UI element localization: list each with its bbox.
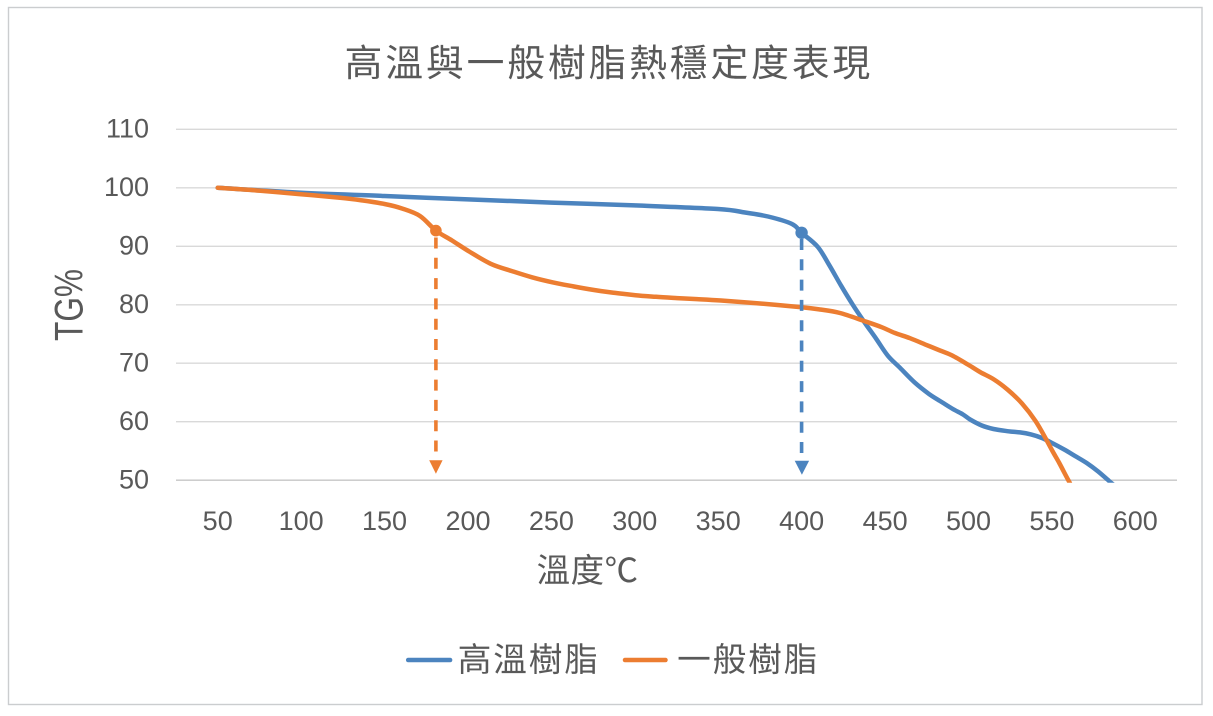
- svg-text:600: 600: [1113, 506, 1158, 536]
- svg-text:200: 200: [445, 506, 490, 536]
- svg-text:150: 150: [362, 506, 407, 536]
- svg-text:550: 550: [1029, 506, 1074, 536]
- svg-text:450: 450: [863, 506, 908, 536]
- svg-text:400: 400: [779, 506, 824, 536]
- svg-text:100: 100: [279, 506, 324, 536]
- svg-text:80: 80: [119, 289, 149, 319]
- svg-text:500: 500: [946, 506, 991, 536]
- svg-text:250: 250: [529, 506, 574, 536]
- svg-text:50: 50: [203, 506, 233, 536]
- svg-text:300: 300: [612, 506, 657, 536]
- svg-text:50: 50: [119, 465, 149, 495]
- svg-text:350: 350: [696, 506, 741, 536]
- svg-text:100: 100: [104, 172, 149, 202]
- svg-text:110: 110: [106, 114, 149, 144]
- svg-text:90: 90: [119, 231, 149, 261]
- svg-text:TG%: TG%: [47, 269, 91, 341]
- svg-text:60: 60: [119, 406, 149, 436]
- svg-text:70: 70: [119, 348, 149, 378]
